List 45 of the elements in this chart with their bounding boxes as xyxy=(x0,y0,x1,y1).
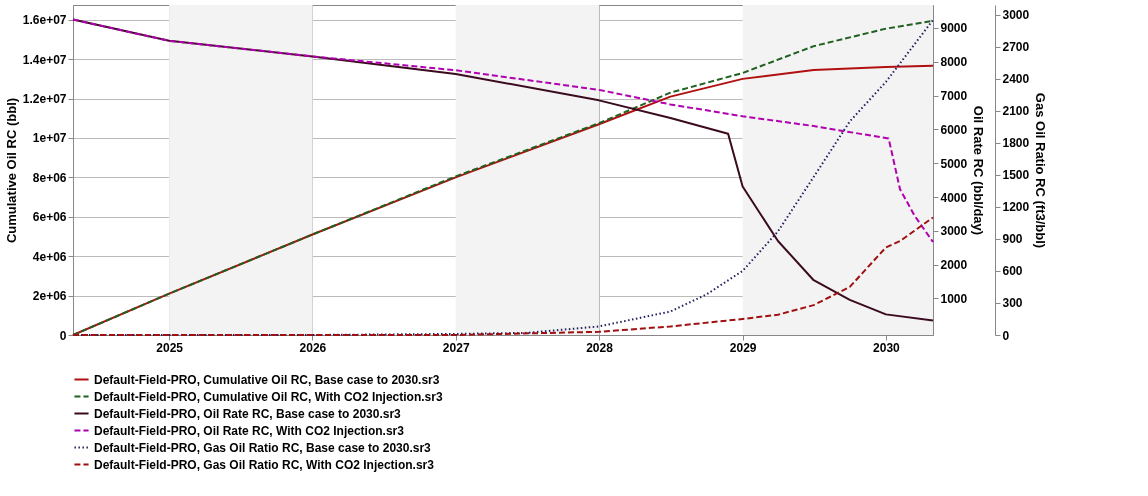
y2-tick-label: 1000 xyxy=(940,291,968,306)
y3-tick-label: 1500 xyxy=(1002,168,1030,183)
legend-label: Default-Field-PRO, Gas Oil Ratio RC, Base case to 2030.sr3 xyxy=(94,440,432,455)
y3-tick-label: 600 xyxy=(1002,264,1023,279)
y-tick-label: 6e+06 xyxy=(32,210,67,225)
y2-tick-label: 3000 xyxy=(940,224,968,239)
legend-label: Default-Field-PRO, Oil Rate RC, With CO2 Injection.sr3 xyxy=(94,423,405,438)
y3-tick-label: 2700 xyxy=(1002,40,1030,55)
y-tick-label: 8e+06 xyxy=(32,170,67,185)
y3-axis-title: Gas Oil Ratio RC (ft3/bbl) xyxy=(1033,92,1049,249)
legend-label: Default-Field-PRO, Cumulative Oil RC, With CO2 Injection.sr3 xyxy=(94,389,443,404)
y3-tick-label: 0 xyxy=(1002,328,1010,343)
x-tick-label: 2029 xyxy=(729,340,757,355)
y2-tick-label: 4000 xyxy=(940,190,968,205)
y2-tick-label: 7000 xyxy=(940,89,968,104)
legend-label: Default-Field-PRO, Cumulative Oil RC, Base case to 2030.sr3 xyxy=(94,372,440,387)
y2-tick-label: 2000 xyxy=(940,258,968,273)
y-tick-label: 1.6e+07 xyxy=(22,13,67,28)
x-tick-label: 2030 xyxy=(873,340,901,355)
y3-tick-label: 300 xyxy=(1002,296,1023,311)
x-tick-label: 2025 xyxy=(156,340,184,355)
legend-label: Default-Field-PRO, Oil Rate RC, Base case to 2030.sr3 xyxy=(94,406,402,421)
y3-tick-label: 1800 xyxy=(1002,136,1030,151)
y-tick-label: 2e+06 xyxy=(32,289,67,304)
y2-tick-label: 6000 xyxy=(940,122,968,137)
y2-axis-title: Oil Rate RC (bbl/day) xyxy=(971,105,987,236)
y-tick-label: 1.2e+07 xyxy=(22,92,67,107)
y-tick-label: 0 xyxy=(59,328,67,343)
y2-tick-label: 8000 xyxy=(940,55,968,70)
x-tick-label: 2027 xyxy=(442,340,470,355)
y-axis-title: Cumulative Oil RC (bbl) xyxy=(3,97,19,244)
x-tick-label: 2026 xyxy=(299,340,327,355)
y-tick-label: 1e+07 xyxy=(32,131,67,146)
y3-tick-label: 2400 xyxy=(1002,72,1030,87)
y3-tick-label: 2100 xyxy=(1002,104,1030,119)
legend-label: Default-Field-PRO, Gas Oil Ratio RC, With CO2 Injection.sr3 xyxy=(94,457,435,472)
y3-tick-label: 900 xyxy=(1002,232,1023,247)
line-series xyxy=(72,18,934,244)
y-tick-label: 4e+06 xyxy=(32,249,67,264)
y3-tick-label: 1200 xyxy=(1002,200,1030,215)
x-tick-label: 2028 xyxy=(586,340,614,355)
y2-tick-label: 5000 xyxy=(940,156,968,171)
y3-tick-label: 3000 xyxy=(1002,8,1030,23)
y-tick-label: 1.4e+07 xyxy=(22,52,67,67)
y2-tick-label: 9000 xyxy=(940,21,968,36)
